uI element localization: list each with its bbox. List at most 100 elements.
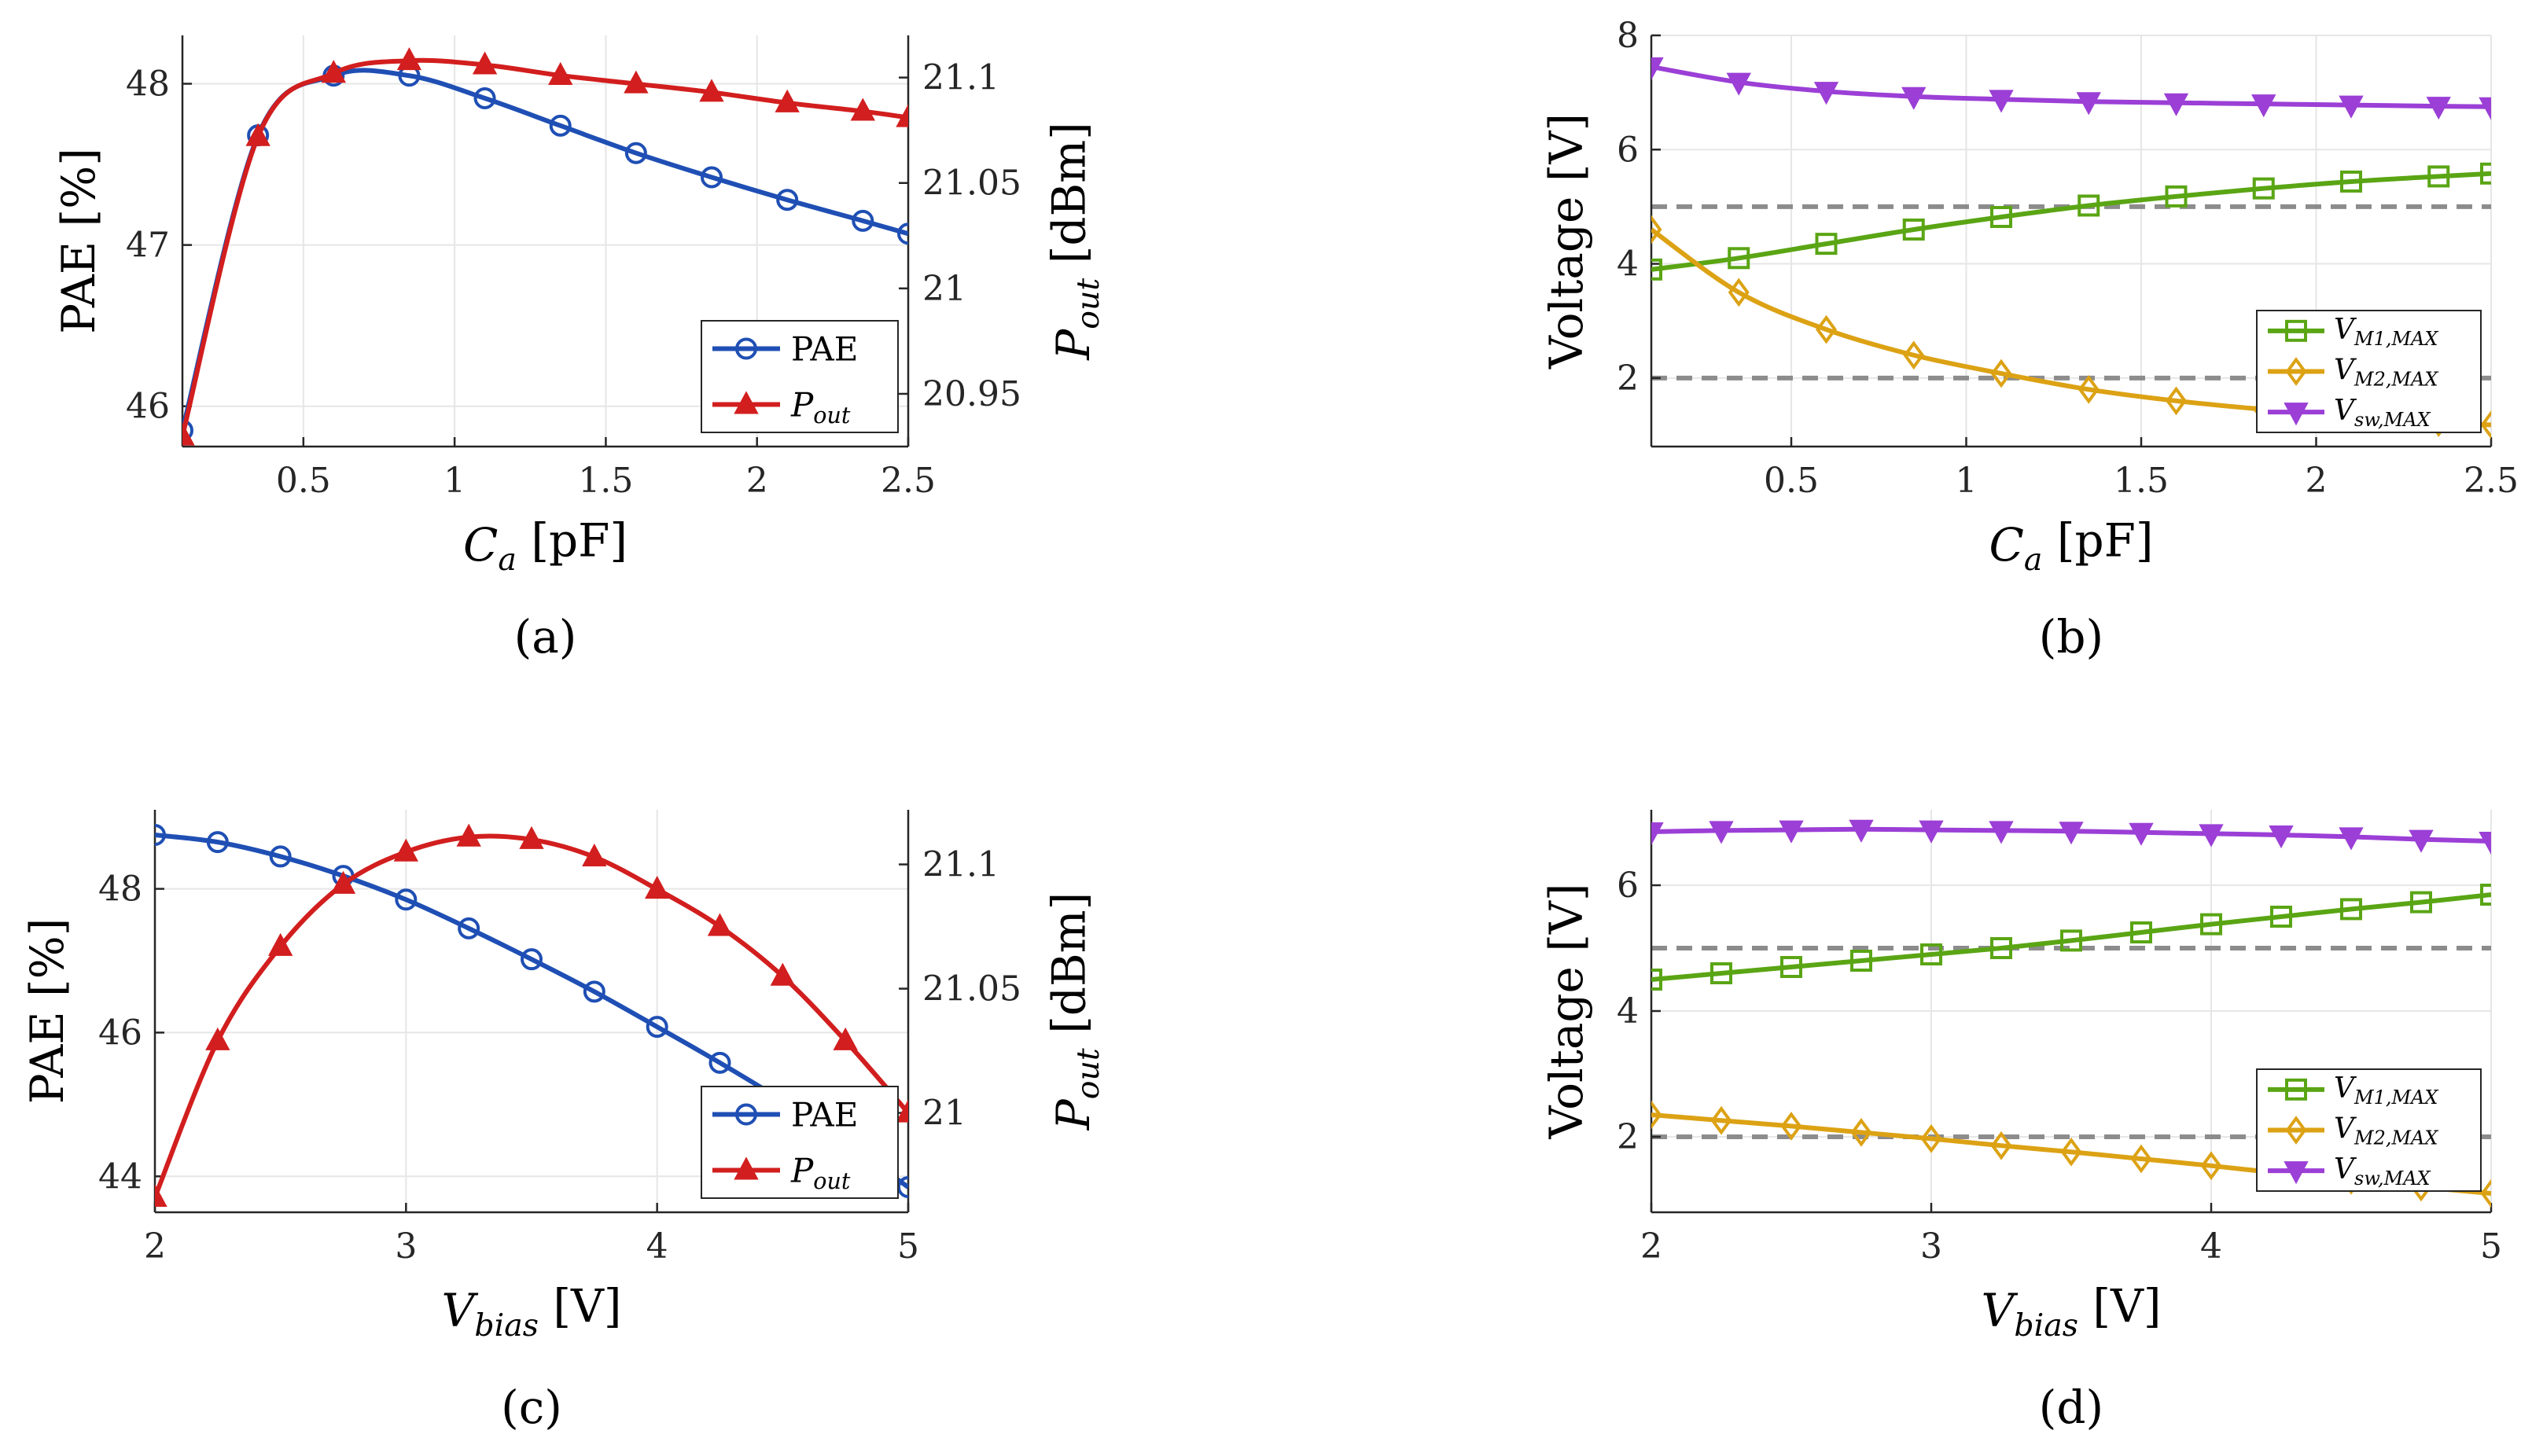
data-point xyxy=(582,843,607,867)
data-point xyxy=(473,86,496,109)
x-tick-label: 2 xyxy=(2306,461,2328,501)
data-point xyxy=(2339,95,2364,119)
data-point xyxy=(2479,832,2491,855)
legend-marker xyxy=(2285,1078,2307,1101)
x-tick-label: 2 xyxy=(144,1226,166,1267)
data-point xyxy=(708,1051,731,1074)
data-point xyxy=(1990,205,2012,228)
y-tick-label: 2 xyxy=(1617,1117,1639,1157)
data-point xyxy=(850,97,875,121)
y-tick-label: 8 xyxy=(1617,16,1639,56)
data-point xyxy=(205,1027,230,1050)
chart-c: 2 3 4 5 44 46 48 21 21.05 21.1 Vbias [V] PAE [%] Pou… xyxy=(20,810,1106,1434)
data-point xyxy=(245,123,270,146)
data-point xyxy=(2059,822,2084,845)
data-point xyxy=(2340,898,2362,921)
legend: PAE Pout xyxy=(701,320,899,433)
y-tick-label: 47 xyxy=(126,226,170,266)
legend-marker xyxy=(2284,403,2309,426)
y2-tick-label: 21.05 xyxy=(922,969,1021,1009)
data-point xyxy=(2270,906,2292,928)
data-point xyxy=(2130,1144,2152,1174)
legend-marker xyxy=(734,391,759,414)
legend: VM1,MAX VM2,MAX Vsw,MAX xyxy=(2256,1068,2482,1192)
data-point xyxy=(1651,1100,1662,1130)
data-point xyxy=(897,222,908,245)
legend: PAE Pout xyxy=(701,1086,899,1199)
data-point xyxy=(330,870,356,894)
x-tick-label: 2.5 xyxy=(2464,461,2519,501)
data-point xyxy=(1651,57,1664,81)
data-point xyxy=(699,79,724,102)
legend-marker xyxy=(734,1156,759,1180)
data-point xyxy=(770,962,796,986)
data-point xyxy=(2166,386,2187,416)
data-point xyxy=(1989,90,2014,113)
series-v-m1-max xyxy=(1651,162,2491,281)
data-point xyxy=(707,913,733,936)
data-point xyxy=(2480,162,2491,185)
x-tick-label: 5 xyxy=(897,1226,919,1267)
data-point xyxy=(1850,950,1872,972)
data-point xyxy=(2480,1178,2491,1208)
data-point xyxy=(852,209,874,232)
y2-tick-label: 21.05 xyxy=(922,164,1021,204)
x-tick-label: 3 xyxy=(395,1226,417,1267)
x-tick-label: 2 xyxy=(1640,1226,1662,1267)
x-tick-label: 1 xyxy=(1956,461,1978,501)
data-point xyxy=(583,980,605,1003)
data-point xyxy=(1709,821,1734,844)
y-axis-label: Voltage [V] xyxy=(1540,113,1593,370)
y2-tick-label: 21 xyxy=(922,1094,966,1134)
y2-tick-label: 21.1 xyxy=(922,845,999,885)
data-point xyxy=(2480,410,2491,439)
data-point xyxy=(1651,215,1662,245)
data-point xyxy=(2129,822,2154,846)
data-point xyxy=(2252,177,2275,200)
data-point xyxy=(1816,314,1837,344)
data-point xyxy=(1728,278,1750,307)
data-point xyxy=(549,114,572,137)
series-p-out xyxy=(182,47,908,446)
x-tick-label: 0.5 xyxy=(276,461,331,501)
data-point xyxy=(155,1183,167,1208)
data-point xyxy=(2165,185,2188,208)
data-point xyxy=(624,70,649,94)
series-p-out xyxy=(155,823,908,1208)
data-point xyxy=(1651,822,1664,846)
legend-marker xyxy=(2284,1161,2309,1185)
data-point xyxy=(646,1016,668,1039)
data-point xyxy=(2060,1137,2082,1167)
data-point xyxy=(155,824,166,846)
x-tick-label: 5 xyxy=(2480,1226,2502,1267)
data-point xyxy=(2427,165,2450,188)
data-point xyxy=(644,876,670,899)
data-point xyxy=(1920,943,1942,965)
panel-label: (c) xyxy=(501,1381,562,1434)
data-point xyxy=(1990,358,2012,388)
series-v-sw-max xyxy=(1651,819,2491,855)
data-point xyxy=(396,47,422,71)
y2-tick-label: 20.95 xyxy=(922,374,1021,414)
data-point xyxy=(896,104,908,127)
data-point xyxy=(2077,374,2100,404)
y-axis-label: PAE [%] xyxy=(52,148,105,334)
data-point xyxy=(1651,969,1662,991)
x-tick-label: 4 xyxy=(646,1226,668,1267)
legend-label: VM1,MAX xyxy=(2334,1072,2438,1109)
y2-tick-label: 21.1 xyxy=(922,58,999,98)
x-tick-label: 4 xyxy=(2200,1226,2222,1267)
data-point xyxy=(1990,1131,2012,1160)
data-point xyxy=(548,61,573,85)
chart-b: 0.5 1 1.5 2 2.5 2 4 6 8 Ca [pF] Voltage [V] VM1,MAX… xyxy=(1540,16,2519,664)
y-tick-label: 2 xyxy=(1617,358,1639,399)
data-point xyxy=(1919,820,1944,844)
data-point xyxy=(1726,72,1751,96)
series-line xyxy=(1651,64,2491,109)
y-tick-label: 6 xyxy=(1617,130,1639,170)
series-line xyxy=(1651,171,2491,272)
x-axis-label: Vbias [V] xyxy=(441,1279,621,1343)
data-point xyxy=(472,51,498,75)
legend-label: Vsw,MAX xyxy=(2334,1153,2431,1189)
